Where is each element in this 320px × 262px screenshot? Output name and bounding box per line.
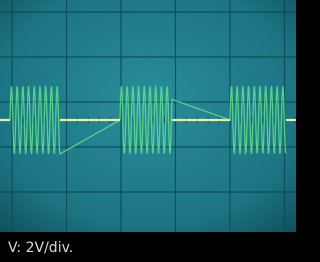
scope-photo: V: 2V/div. [0, 0, 296, 262]
page: V: 2V/div. (() => { const data = JSON.pa… [0, 0, 296, 262]
caption: V: 2V/div. [8, 240, 73, 256]
